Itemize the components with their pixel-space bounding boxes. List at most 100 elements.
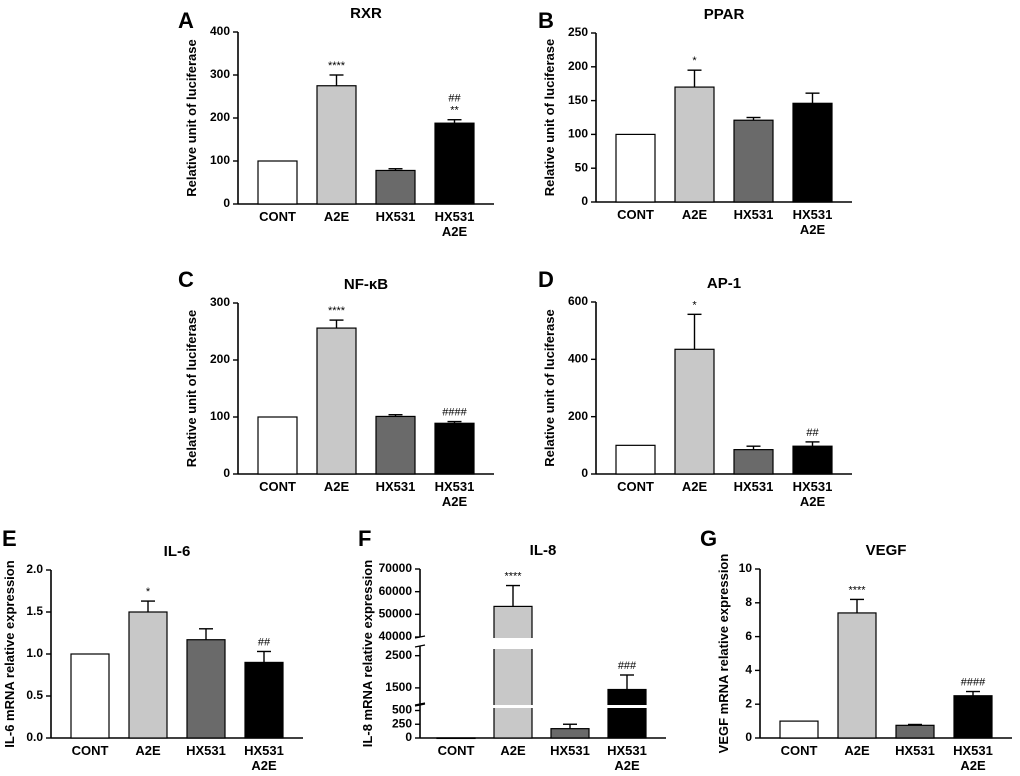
bar <box>70 653 110 739</box>
bar <box>837 612 877 739</box>
y-tick-label: 0.0 <box>26 730 43 744</box>
y-tick-label: 2.0 <box>26 562 43 576</box>
y-axis-label: Relative unit of luciferase <box>542 309 557 467</box>
x-tick-label: CONT <box>259 209 296 224</box>
y-tick-label: 50000 <box>379 607 413 621</box>
significance-label: **** <box>328 60 346 72</box>
chart-title: IL-8 <box>530 542 557 559</box>
x-tick-label: A2E <box>682 479 708 494</box>
y-tick-label: 200 <box>568 59 588 73</box>
y-tick-label: 200 <box>210 110 230 124</box>
significance-label: **** <box>848 584 866 596</box>
bar <box>895 724 935 739</box>
y-tick-label: 40000 <box>379 629 413 643</box>
y-tick-label: 0 <box>581 466 588 480</box>
y-tick-label: 0.5 <box>26 688 43 702</box>
panel-letter: D <box>538 267 554 292</box>
x-tick-label: HX531 A2E <box>953 743 993 773</box>
y-tick-label: 1.0 <box>26 646 43 660</box>
bar <box>674 348 715 475</box>
panel-A: A RXR Relative unit of luciferase 0 100 200 30… <box>178 5 494 239</box>
y-axis-label: VEGF mRNA relative expression <box>716 554 731 754</box>
panel-C: C NF-κB Relative unit of luciferase 0 100 200… <box>178 267 494 509</box>
y-tick-label: 300 <box>210 295 230 309</box>
significance-label: #### <box>961 677 986 689</box>
x-tick-label: HX531 A2E <box>435 209 475 239</box>
x-tick-label: HX531 <box>550 743 590 758</box>
bar-break-gap <box>493 638 533 649</box>
y-tick-label: 0 <box>223 466 230 480</box>
significance-label: #### <box>442 407 467 419</box>
y-tick-label: 500 <box>392 703 412 717</box>
y-tick-label: 60000 <box>379 584 413 598</box>
bar <box>128 611 168 739</box>
bar <box>733 449 774 475</box>
significance-label: * <box>692 299 697 311</box>
y-tick-label: 100 <box>210 409 230 423</box>
panel-letter: C <box>178 267 194 292</box>
panel-letter: G <box>700 526 717 551</box>
y-tick-label: 6 <box>745 629 752 643</box>
x-tick-label: A2E <box>324 209 350 224</box>
bar <box>607 688 647 739</box>
bar <box>186 639 226 739</box>
x-tick-label: HX531 <box>734 207 774 222</box>
x-tick-label: A2E <box>324 479 350 494</box>
y-tick-label: 400 <box>210 24 230 38</box>
x-tick-label: HX531 A2E <box>793 207 833 237</box>
bar-break-gap <box>493 705 533 708</box>
y-tick-label: 250 <box>568 25 588 39</box>
bar <box>434 122 475 205</box>
x-tick-label: CONT <box>72 743 109 758</box>
x-tick-label: HX531 A2E <box>244 743 284 773</box>
bar <box>375 415 416 475</box>
bar <box>316 85 357 205</box>
x-tick-label: CONT <box>617 479 654 494</box>
y-tick-label: 50 <box>575 160 589 174</box>
bar <box>244 661 284 739</box>
panel-letter: B <box>538 8 554 33</box>
y-tick-label: 200 <box>568 409 588 423</box>
significance-label: **** <box>504 571 522 583</box>
chart-title: AP-1 <box>707 275 741 292</box>
chart-title: NF-κB <box>344 276 388 293</box>
panel-B: B PPAR Relative unit of luciferase 0 50 100 15… <box>538 6 852 237</box>
y-tick-label: 8 <box>745 595 752 609</box>
y-tick-label: 4 <box>745 663 752 677</box>
bar <box>434 422 475 475</box>
significance-label: ## <box>806 427 819 439</box>
panel-G: G VEGF VEGF mRNA relative expression 0 2 4 6 8 1… <box>700 526 1012 773</box>
x-tick-label: CONT <box>781 743 818 758</box>
bar <box>615 133 656 203</box>
y-tick-label: 0 <box>223 196 230 210</box>
y-tick-label: 600 <box>568 294 588 308</box>
y-tick-label: 1.5 <box>26 604 43 618</box>
y-tick-label: 2 <box>745 696 752 710</box>
significance-label: **** <box>328 305 346 317</box>
panel-letter: E <box>2 526 17 551</box>
bar <box>316 327 357 475</box>
significance-label: * <box>692 55 697 67</box>
significance-label: * <box>146 586 151 598</box>
y-tick-label: 0 <box>581 194 588 208</box>
bar <box>550 728 590 739</box>
x-tick-label: HX531 <box>186 743 226 758</box>
panel-letter: F <box>358 526 371 551</box>
bar <box>436 737 476 740</box>
bar <box>257 416 298 475</box>
y-tick-label: 70000 <box>379 561 413 575</box>
bar <box>733 119 774 203</box>
x-tick-label: HX531 A2E <box>607 743 647 773</box>
y-axis-label: Relative unit of luciferase <box>184 39 199 197</box>
x-tick-label: A2E <box>135 743 161 758</box>
bar <box>674 86 715 203</box>
panel-F: F IL-8IL-8 mRNA relative expression 025050… <box>358 526 666 773</box>
y-tick-label: 100 <box>210 153 230 167</box>
bar <box>779 720 819 739</box>
x-tick-label: CONT <box>438 743 475 758</box>
y-tick-label: 2500 <box>385 648 412 662</box>
bar <box>615 444 656 475</box>
y-tick-label: 250 <box>392 716 412 730</box>
y-tick-label: 150 <box>568 93 588 107</box>
